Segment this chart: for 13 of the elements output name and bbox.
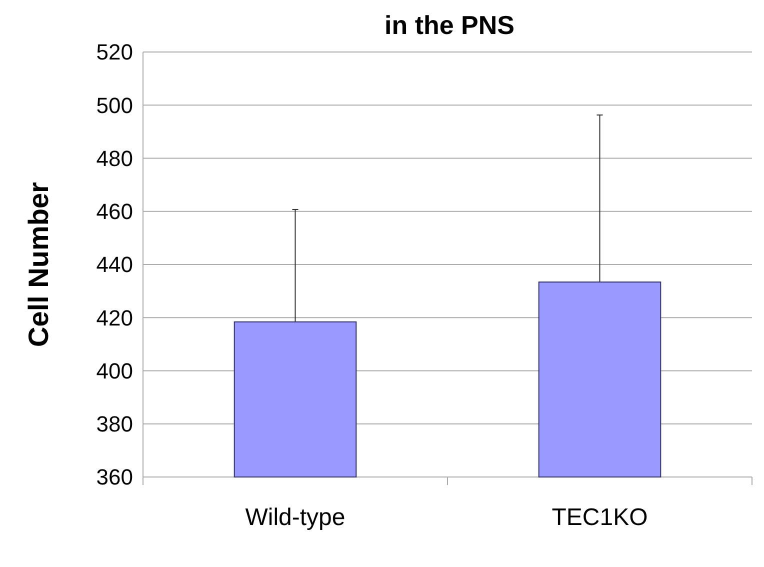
y-axis-title: Cell Number	[23, 182, 54, 347]
y-tick-label: 420	[96, 305, 133, 330]
y-tick-label: 440	[96, 252, 133, 278]
x-tick-label: Wild-type	[245, 504, 346, 531]
y-tick-label: 460	[96, 199, 133, 224]
y-tick-label: 500	[96, 92, 133, 118]
y-tick-label: 520	[96, 40, 133, 65]
x-tick-label: TEC1KO	[552, 504, 648, 531]
y-tick-label: 480	[96, 146, 133, 171]
y-tick-label: 400	[96, 358, 133, 384]
y-tick-label: 360	[96, 464, 133, 490]
chart-title: in the PNS	[384, 10, 515, 40]
y-tick-label: 380	[96, 412, 133, 437]
